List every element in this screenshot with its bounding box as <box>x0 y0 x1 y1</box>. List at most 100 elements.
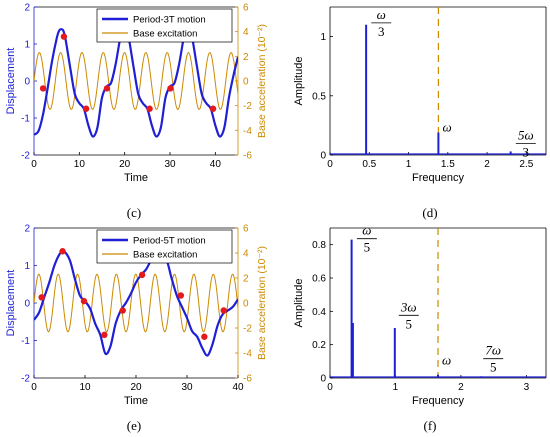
peak-label-denominator: 3 <box>523 145 530 160</box>
y-tick-label: 0.4 <box>312 307 326 318</box>
y2-tick-label: 4 <box>243 27 249 38</box>
peak-label: ω <box>443 119 452 134</box>
x-tick-label: 0 <box>327 159 333 170</box>
poincare-point <box>103 85 111 92</box>
y-tick-label: 1 <box>24 261 30 272</box>
poincare-point <box>201 333 208 340</box>
y-axis-label: Displacement <box>5 48 17 115</box>
poincare-point <box>146 105 153 112</box>
y2-tick-label: -6 <box>243 374 252 385</box>
legend-box <box>96 229 233 264</box>
peak-label-denominator: 5 <box>364 240 371 255</box>
peak-label-numerator: ω <box>362 223 371 238</box>
x-tick-label: 10 <box>79 382 91 393</box>
poincare-point <box>39 85 47 92</box>
x-tick-label: 0 <box>31 382 37 393</box>
y2-tick-label: 0 <box>243 299 249 310</box>
peak-label-numerator: 5ω <box>518 128 534 143</box>
y-axis-label: Displacement <box>5 270 17 337</box>
peak-label-denominator: 5 <box>490 360 497 375</box>
x-tick-label: 40 <box>210 159 222 170</box>
y-tick-label: 2 <box>24 3 30 14</box>
peak-label-denominator: 5 <box>406 316 413 331</box>
x-tick-label: 1 <box>393 382 399 393</box>
x-axis-label: Frequency <box>412 395 464 407</box>
y-tick-label: -1 <box>21 114 30 125</box>
y2-tick-label: 2 <box>243 52 249 63</box>
panel-f-spectrum: 0 1 2 3 0 0.2 0.4 0.6 0.8 Frequency Amplitude ω 5 3ω 5… <box>293 223 547 407</box>
poincare-point <box>177 292 185 299</box>
y-tick-label: 0.8 <box>312 240 326 251</box>
y-tick-label: 1 <box>320 32 326 43</box>
y-tick-label: 2 <box>24 224 30 235</box>
panel-e-time-response: 0 10 20 30 40-2-1012TimeDisplacement-6-4-202… <box>5 224 268 408</box>
y2-axis-label: Base acceleration (10⁻²) <box>256 246 268 360</box>
x-tick-label: 20 <box>119 159 131 170</box>
x-tick-label: 30 <box>181 382 193 393</box>
y2-tick-label: 6 <box>243 3 249 14</box>
y-tick-label: -2 <box>21 151 30 162</box>
y-tick-label: -2 <box>21 374 30 385</box>
y-tick-label: 0.2 <box>312 340 326 351</box>
peak-label-numerator: 7ω <box>485 343 501 358</box>
y-tick-label: 1 <box>24 40 30 51</box>
legend-entry-excitation: Base excitation <box>133 29 197 40</box>
peak-label-denominator: 3 <box>378 24 385 39</box>
peak-label: ω <box>442 353 451 368</box>
x-tick-label: 2.5 <box>519 159 533 170</box>
panel-label-d: (d) <box>422 205 437 220</box>
x-tick-label: 0 <box>327 382 333 393</box>
y2-tick-label: 4 <box>243 249 249 260</box>
series-motion <box>34 249 238 357</box>
legend-entry-motion: Period-3T motion <box>133 15 206 26</box>
panel-label-c: (c) <box>127 205 141 220</box>
panel-c-time-response: 0 10 20 30 40-2-1012TimeDisplacement-6-4-202… <box>5 3 268 185</box>
x-tick-label: 3 <box>524 382 530 393</box>
y2-tick-label: 2 <box>243 274 249 285</box>
panel-d-spectrum: 0 0.5 1 1.5 2 2.500.51FrequencyAmplitudeω3ω5ω… <box>293 6 547 184</box>
legend-entry-excitation: Base excitation <box>133 250 197 261</box>
x-tick-label: 2 <box>458 382 464 393</box>
poincare-point <box>82 105 90 112</box>
poincare-point <box>60 33 68 40</box>
y-axis-label: Amplitude <box>293 57 305 106</box>
x-tick-label: 20 <box>130 382 142 393</box>
poincare-point <box>167 85 174 92</box>
peak-label-numerator: ω <box>377 7 386 22</box>
y-tick-label: 0.6 <box>312 274 326 285</box>
series-base-excitation <box>34 273 238 333</box>
y-tick-label: 0.5 <box>312 91 326 102</box>
x-tick-label: 10 <box>74 159 86 170</box>
x-tick-label: 0.5 <box>362 159 376 170</box>
y-tick-label: -1 <box>21 336 30 347</box>
legend-entry-motion: Period-5T motion <box>133 236 206 247</box>
panel-label-e: (e) <box>127 418 141 433</box>
x-tick-label: 1.5 <box>441 159 455 170</box>
y-tick-label: 0 <box>24 77 30 88</box>
panel-label-f: (f) <box>424 418 437 433</box>
y2-tick-label: -2 <box>243 324 252 335</box>
poincare-point <box>38 294 45 301</box>
poincare-point <box>220 307 227 314</box>
peak-label-numerator: 3ω <box>400 299 417 314</box>
x-axis-label: Time <box>124 172 148 184</box>
x-tick-label: 40 <box>232 382 244 393</box>
y2-tick-label: -6 <box>243 151 252 162</box>
poincare-point <box>119 307 126 314</box>
y2-axis-label: Base acceleration (10⁻²) <box>256 24 268 138</box>
y2-tick-label: 6 <box>243 224 249 235</box>
y2-tick-label: -4 <box>243 349 252 360</box>
y2-tick-label: -2 <box>243 101 252 112</box>
y-axis-label: Amplitude <box>293 279 305 328</box>
series-motion <box>34 28 238 138</box>
poincare-point <box>101 331 108 339</box>
poincare-point <box>138 271 146 279</box>
series-base-excitation <box>34 52 238 110</box>
y-tick-label: 0 <box>320 374 326 385</box>
x-axis-label: Frequency <box>412 172 464 184</box>
x-tick-label: 2 <box>484 159 490 170</box>
y-tick-label: 0 <box>320 151 326 162</box>
poincare-point <box>209 105 217 112</box>
x-axis-label: Time <box>124 395 148 407</box>
